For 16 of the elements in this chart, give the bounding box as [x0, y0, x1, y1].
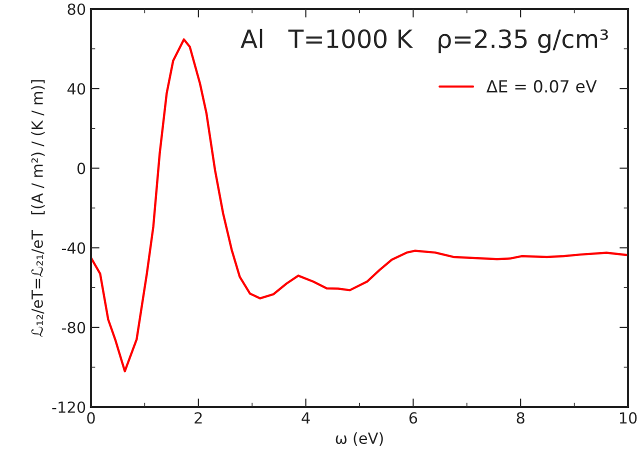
- x-tick-label: 2: [194, 412, 202, 424]
- y-axis-title: ℒ₁₂/eT=ℒ₂₁/eT [(A / m²) / (K / m)]: [31, 80, 45, 337]
- annotation: Al T=1000 K ρ=2.35 g/cm³: [240, 28, 608, 54]
- y-tick-label: 80: [68, 3, 86, 16]
- y-tick-label: 40: [67, 83, 86, 95]
- x-tick-label: 6: [409, 412, 418, 424]
- y-tick-label: -40: [62, 242, 86, 254]
- x-tick-label: 8: [516, 412, 524, 424]
- x-axis-title: ω (eV): [336, 432, 383, 446]
- x-tick-label: 4: [302, 412, 310, 424]
- y-tick-label: 0: [77, 162, 86, 174]
- x-tick-label: 0: [87, 412, 95, 424]
- y-tick-label: -120: [52, 401, 86, 414]
- y-tick-label: -80: [62, 322, 86, 334]
- legend-label: ΔE = 0.07 eV: [486, 80, 597, 93]
- x-tick-label: 10: [620, 412, 637, 424]
